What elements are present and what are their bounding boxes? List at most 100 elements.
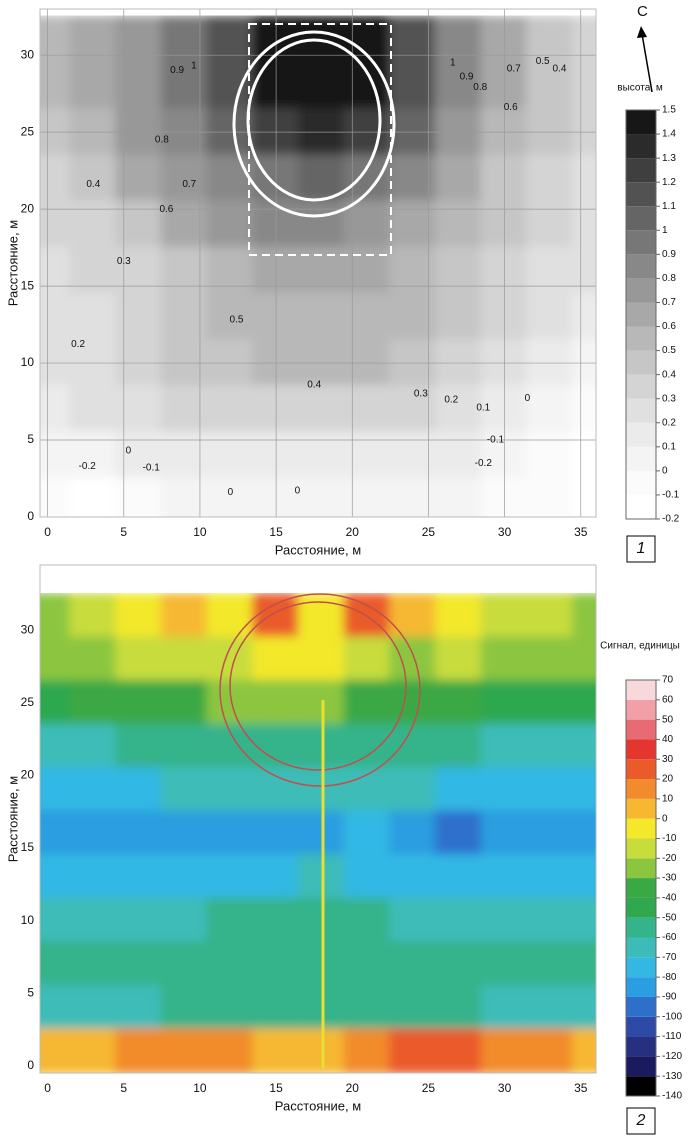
- field-cell: [480, 767, 529, 813]
- field-cell: [343, 723, 392, 770]
- colorbar-tick-label: -110: [662, 1031, 682, 1042]
- field-cell: [69, 61, 118, 111]
- field-cell: [206, 1028, 255, 1073]
- overlays: С: [219, 3, 653, 1068]
- field-cell: [40, 680, 72, 726]
- field-cell: [526, 385, 575, 434]
- field-cells: [40, 15, 596, 517]
- colorbar-band: [626, 957, 656, 978]
- field-cell: [480, 636, 529, 683]
- contour-label: 0.5: [230, 315, 244, 326]
- field-cell: [115, 680, 163, 726]
- colorbar-tick-label: 1.1: [662, 201, 676, 212]
- field-cell: [206, 292, 255, 341]
- contour-label: 0.9: [460, 71, 474, 82]
- colorbar-band: [626, 739, 656, 760]
- field-cell: [343, 984, 392, 1031]
- field-cell: [206, 200, 255, 249]
- field-cell: [435, 897, 483, 944]
- colorbar-band: [626, 818, 656, 839]
- x-tick-label: 20: [346, 525, 360, 539]
- field-cell: [252, 984, 300, 1031]
- field-cell: [572, 941, 596, 987]
- field-cell: [69, 593, 118, 639]
- field-cell: [115, 200, 163, 249]
- field-cell: [69, 15, 118, 64]
- field-cell: [572, 61, 596, 111]
- field-cell: [115, 154, 163, 203]
- field-cell: [572, 897, 596, 944]
- field-cell: [480, 810, 529, 857]
- y-tick-label: 0: [27, 509, 34, 523]
- colorbar-tick-label: -130: [662, 1071, 682, 1082]
- field-cell: [160, 15, 209, 64]
- field-cell: [389, 154, 438, 203]
- colorbar-tick-label: 40: [662, 734, 674, 745]
- field-cell: [206, 154, 255, 203]
- north-arrow-head: [637, 26, 647, 38]
- x-axis-label: Расстояние, м: [275, 542, 361, 557]
- colorbar-band: [626, 1076, 656, 1096]
- field-cell: [160, 897, 209, 944]
- colorbar-tick-label: 0.9: [662, 249, 676, 260]
- field-cell: [343, 246, 392, 295]
- field-cell: [115, 854, 163, 900]
- field-cell: [435, 636, 483, 683]
- field-cell: [435, 810, 483, 857]
- field-cell: [160, 854, 209, 900]
- field-cell: [389, 385, 438, 434]
- colorbar-tick-label: 0.7: [662, 297, 676, 308]
- colorbar-band: [626, 897, 656, 918]
- field-cell: [115, 246, 163, 295]
- field-cell: [69, 154, 118, 203]
- colorbar-tick-label: 0.5: [662, 345, 676, 356]
- contour-label: -0.1: [487, 435, 505, 446]
- field-cell: [69, 200, 118, 249]
- contour-label: -0.2: [475, 458, 493, 469]
- field-cell: [389, 897, 438, 944]
- x-axis-label: Расстояние, м: [275, 1098, 361, 1113]
- field-cell: [69, 385, 118, 434]
- field-cell: [69, 810, 118, 857]
- field-cell: [160, 941, 209, 987]
- x-tick-label: 5: [120, 1081, 127, 1095]
- field-cell: [206, 897, 255, 944]
- field-cell: [40, 636, 72, 683]
- y-tick-label: 15: [21, 840, 35, 854]
- field-cell: [572, 810, 596, 857]
- colorbar-band: [626, 206, 656, 231]
- field-cell: [115, 15, 163, 64]
- field-cell: [40, 723, 72, 770]
- contour-label: 0.4: [86, 179, 100, 190]
- colorbar-tick-label: -40: [662, 893, 677, 904]
- field-cell: [115, 636, 163, 683]
- contour-label: -0.1: [143, 462, 161, 473]
- field-cell: [343, 292, 392, 341]
- field-cell: [480, 593, 529, 639]
- field-cell: [526, 200, 575, 249]
- field-cell: [252, 941, 300, 987]
- field-cell: [160, 1028, 209, 1073]
- field-cell: [572, 200, 596, 249]
- field-cell: [526, 246, 575, 295]
- colorbar-tick-label: -50: [662, 912, 677, 923]
- field-cell: [69, 1028, 118, 1073]
- colorbar-tick-label: 1.3: [662, 153, 676, 164]
- field-cell: [526, 854, 575, 900]
- field-cell: [115, 810, 163, 857]
- field-cell: [526, 154, 575, 203]
- colorbar-band: [626, 398, 656, 423]
- survey-area: [248, 23, 392, 256]
- contour-label: 0.2: [444, 395, 458, 406]
- x-tick-label: 30: [498, 1081, 512, 1095]
- field-cell: [435, 477, 483, 517]
- field-cell: [526, 984, 575, 1031]
- colorbar-tick-label: -0.2: [662, 514, 680, 525]
- colorbar-band: [626, 937, 656, 958]
- field-cell: [572, 767, 596, 813]
- field-cell: [69, 767, 118, 813]
- field-cell: [343, 680, 392, 726]
- colorbar-tick-label: 0.3: [662, 393, 676, 404]
- field-cell: [297, 431, 346, 480]
